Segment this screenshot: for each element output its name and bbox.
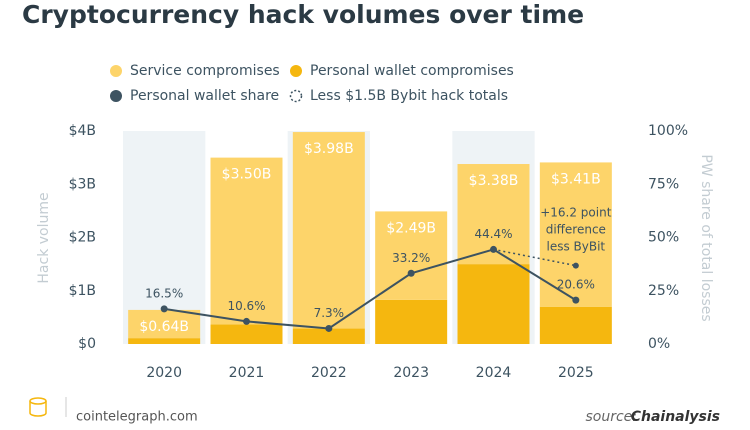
source: Chainalysis: [631, 409, 720, 425]
share-point: [243, 317, 250, 325]
total-label: $2.49B: [386, 220, 436, 236]
legend-label: Personal wallet compromises: [310, 63, 514, 79]
legend-swatch: [289, 89, 303, 103]
share-label: 44.4%: [474, 227, 512, 241]
share-point: [490, 245, 497, 253]
share-point: [325, 324, 333, 332]
y-tick-label: $1B: [69, 283, 96, 299]
legend-label: Service compromises: [130, 63, 280, 79]
logo: [29, 397, 67, 417]
bar-personal: [210, 324, 283, 344]
legend-label: Personal wallet share: [130, 88, 279, 104]
bar-personal: [128, 338, 201, 344]
share-label: 33.2%: [392, 251, 430, 265]
share-point: [407, 269, 415, 277]
share-point: [160, 305, 168, 313]
x-tick-label: 2022: [311, 365, 347, 381]
adjusted-line: [493, 248, 576, 267]
total-label: $3.50B: [222, 167, 272, 183]
x-tick-label: 2023: [393, 365, 429, 381]
total-label: $0.64B: [139, 319, 189, 335]
bar-personal: [457, 264, 530, 344]
share-label: 7.3%: [314, 306, 345, 320]
bar-service: [292, 132, 365, 329]
share-label: 20.6%: [557, 278, 595, 292]
bar-service: [210, 157, 283, 325]
share-label: 10.6%: [227, 299, 265, 313]
y-tick-label: $4B: [69, 123, 96, 139]
source-prefix: source:: [585, 409, 637, 425]
annotation: +16.2 point: [540, 206, 611, 220]
y2-tick-label: 75%: [648, 176, 679, 192]
annotation: less ByBit: [547, 240, 606, 254]
y-axis-title: Hack volume: [36, 192, 52, 283]
bar-personal: [539, 306, 612, 344]
y2-tick-label: 100%: [648, 123, 688, 139]
annotation: difference: [546, 223, 606, 237]
chart-title: Cryptocurrency hack volumes over time: [22, 0, 584, 29]
bar-service: [375, 211, 448, 300]
share-line: [164, 248, 577, 330]
y2-tick-label: 25%: [648, 283, 679, 299]
x-tick-label: 2024: [476, 365, 512, 381]
total-label: $3.98B: [304, 141, 354, 157]
bar-service: [128, 309, 201, 339]
share-point: [572, 296, 580, 304]
bar-service: [539, 162, 612, 307]
legend-swatch: [290, 65, 302, 77]
y2-tick-label: 50%: [648, 230, 679, 246]
x-tick-label: 2025: [558, 365, 594, 381]
y2-tick-label: 0%: [648, 336, 670, 352]
x-tick-label: 2020: [146, 365, 182, 381]
y2-axis-title: PW share of total losses: [698, 154, 714, 321]
share-label: 16.5%: [145, 286, 183, 300]
bar-personal: [375, 299, 448, 344]
y-tick-label: $0: [78, 336, 96, 352]
y-tick-label: $3B: [69, 176, 96, 192]
adjusted-point: [572, 262, 579, 269]
total-label: $3.38B: [469, 173, 519, 189]
x-tick-label: 2021: [229, 365, 265, 381]
legend-swatch: [110, 90, 122, 102]
total-label: $3.41B: [551, 171, 601, 187]
legend-label: Less $1.5B Bybit hack totals: [310, 88, 508, 104]
footer-site: cointelegraph.com: [76, 410, 198, 425]
bar-personal: [292, 328, 365, 344]
legend-swatch: [110, 65, 122, 77]
y-tick-label: $2B: [69, 230, 96, 246]
